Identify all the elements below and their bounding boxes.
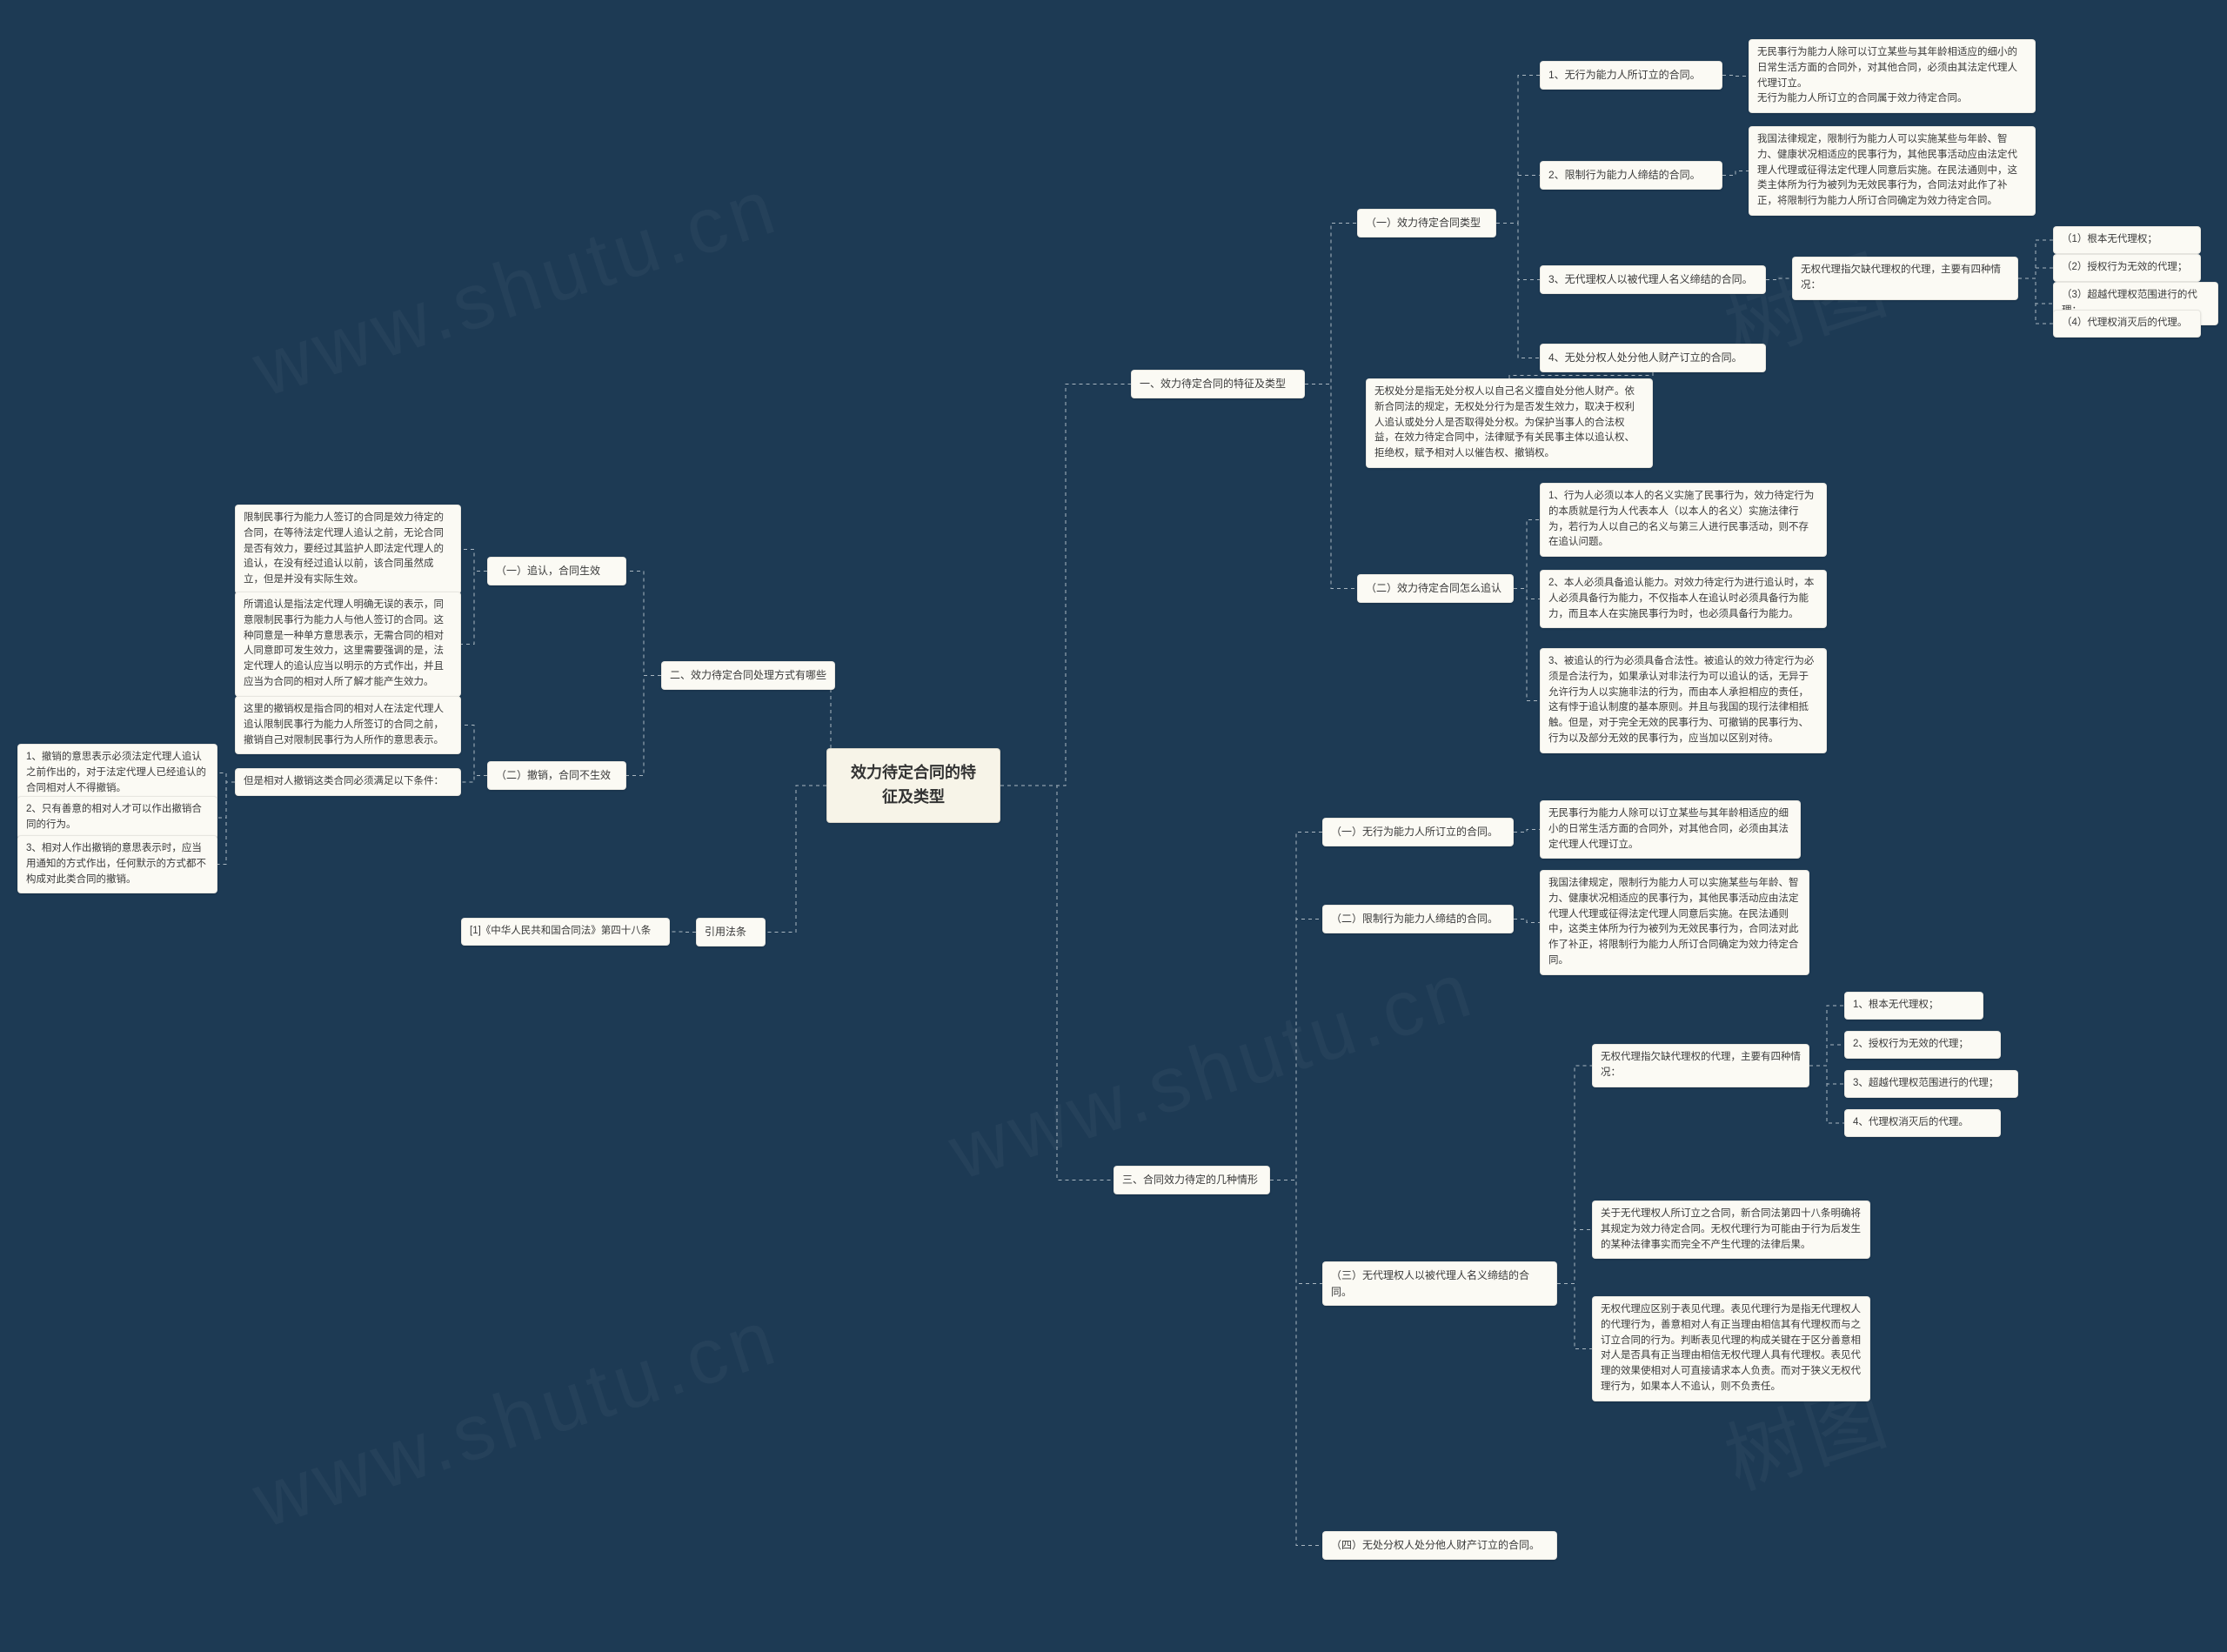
- root-node[interactable]: 效力待定合同的特征及类型: [826, 748, 1000, 823]
- mindmap-node[interactable]: （二）限制行为能力人缔结的合同。: [1322, 905, 1514, 933]
- mindmap-node[interactable]: （三）无代理权人以被代理人名义缔结的合同。: [1322, 1261, 1557, 1306]
- mindmap-node[interactable]: 限制民事行为能力人签订的合同是效力待定的合同，在等待法定代理人追认之前，无论合同…: [235, 505, 461, 594]
- mindmap-node[interactable]: 无权代理指欠缺代理权的代理，主要有四种情况：: [1792, 257, 2018, 300]
- mindmap-node[interactable]: 三、合同效力待定的几种情形: [1114, 1166, 1270, 1194]
- mindmap-node[interactable]: 1、根本无代理权；: [1844, 992, 1983, 1020]
- mindmap-node[interactable]: 3、被追认的行为必须具备合法性。被追认的效力待定行为必须是合法行为，如果承认对非…: [1540, 648, 1827, 753]
- mindmap-node[interactable]: （2）授权行为无效的代理；: [2053, 254, 2201, 282]
- mindmap-node[interactable]: 无权代理指欠缺代理权的代理，主要有四种情况：: [1592, 1044, 1809, 1087]
- mindmap-node[interactable]: 1、撤销的意思表示必须法定代理人追认之前作出的，对于法定代理人已经追认的合同相对…: [17, 744, 217, 802]
- mindmap-node[interactable]: 无民事行为能力人除可以订立某些与其年龄相适应的细小的日常生活方面的合同外，对其他…: [1540, 800, 1801, 859]
- mindmap-node[interactable]: 所谓追认是指法定代理人明确无误的表示，同意限制民事行为能力人与他人签订的合同。这…: [235, 592, 461, 697]
- mindmap-node[interactable]: 引用法条: [696, 918, 766, 946]
- mindmap-node[interactable]: （二）撤销，合同不生效: [487, 761, 626, 790]
- mindmap-node[interactable]: 我国法律规定，限制行为能力人可以实施某些与年龄、智力、健康状况相适应的民事行为，…: [1540, 870, 1809, 975]
- mindmap-node[interactable]: 3、超越代理权范围进行的代理；: [1844, 1070, 2018, 1098]
- mindmap-node[interactable]: （二）效力待定合同怎么追认: [1357, 574, 1514, 603]
- mindmap-node[interactable]: 2、只有善意的相对人才可以作出撤销合同的行为。: [17, 796, 217, 839]
- mindmap-node[interactable]: （四）无处分权人处分他人财产订立的合同。: [1322, 1531, 1557, 1560]
- mindmap-canvas: www.shutu.cnwww.shutu.cnwww.shutu.cn树图树图…: [0, 0, 2227, 1652]
- mindmap-node[interactable]: （1）根本无代理权；: [2053, 226, 2201, 254]
- mindmap-node[interactable]: 2、授权行为无效的代理；: [1844, 1031, 2001, 1059]
- background: [0, 0, 2227, 1652]
- mindmap-node[interactable]: [1]《中华人民共和国合同法》第四十八条: [461, 918, 670, 946]
- mindmap-node[interactable]: （一）无行为能力人所订立的合同。: [1322, 818, 1514, 846]
- mindmap-node[interactable]: 4、代理权消灭后的代理。: [1844, 1109, 2001, 1137]
- mindmap-node[interactable]: 3、无代理权人以被代理人名义缔结的合同。: [1540, 265, 1766, 294]
- mindmap-node[interactable]: （一）效力待定合同类型: [1357, 209, 1496, 237]
- mindmap-node[interactable]: 2、限制行为能力人缔结的合同。: [1540, 161, 1722, 190]
- mindmap-node[interactable]: 4、无处分权人处分他人财产订立的合同。: [1540, 344, 1766, 372]
- mindmap-node[interactable]: 二、效力待定合同处理方式有哪些: [661, 661, 835, 690]
- mindmap-node[interactable]: （4）代理权消灭后的代理。: [2053, 310, 2201, 338]
- mindmap-node[interactable]: 我国法律规定，限制行为能力人可以实施某些与年龄、智力、健康状况相适应的民事行为，…: [1749, 126, 2036, 216]
- mindmap-node[interactable]: 无权代理应区别于表见代理。表见代理行为是指无代理权人的代理行为，善意相对人有正当…: [1592, 1296, 1870, 1401]
- mindmap-node[interactable]: 2、本人必须具备追认能力。对效力待定行为进行追认时，本人必须具备行为能力，不仅指…: [1540, 570, 1827, 628]
- mindmap-node[interactable]: 但是相对人撤销这类合同必须满足以下条件：: [235, 768, 461, 796]
- mindmap-node[interactable]: 1、无行为能力人所订立的合同。: [1540, 61, 1722, 90]
- mindmap-node[interactable]: 关于无代理权人所订立之合同，新合同法第四十八条明确将其规定为效力待定合同。无权代…: [1592, 1201, 1870, 1259]
- mindmap-node[interactable]: （一）追认，合同生效: [487, 557, 626, 585]
- mindmap-node[interactable]: 无民事行为能力人除可以订立某些与其年龄相适应的细小的日常生活方面的合同外，对其他…: [1749, 39, 2036, 113]
- mindmap-node[interactable]: 无权处分是指无处分权人以自己名义擅自处分他人财产。依新合同法的规定，无权处分行为…: [1366, 378, 1653, 468]
- mindmap-node[interactable]: 一、效力待定合同的特征及类型: [1131, 370, 1305, 398]
- mindmap-node[interactable]: 1、行为人必须以本人的名义实施了民事行为，效力待定行为的本质就是行为人代表本人（…: [1540, 483, 1827, 557]
- mindmap-node[interactable]: 这里的撤销权是指合同的相对人在法定代理人追认限制民事行为能力人所签订的合同之前，…: [235, 696, 461, 754]
- mindmap-node[interactable]: 3、相对人作出撤销的意思表示时，应当用通知的方式作出，任何默示的方式都不构成对此…: [17, 835, 217, 893]
